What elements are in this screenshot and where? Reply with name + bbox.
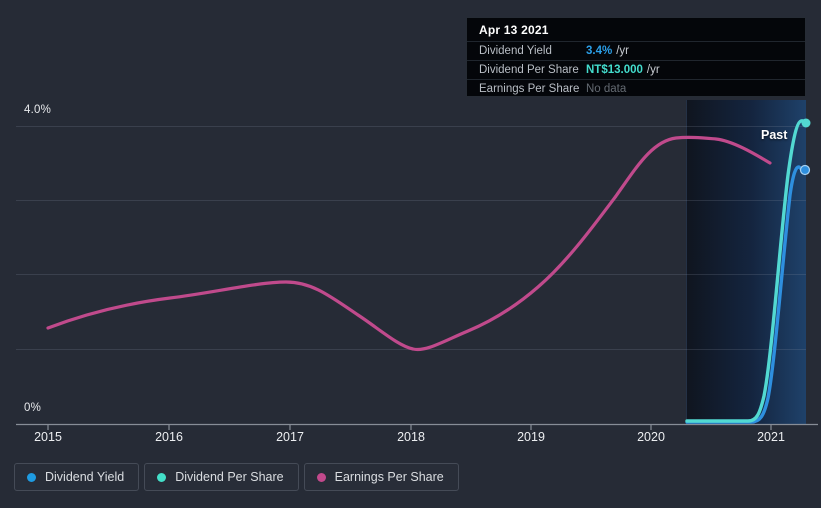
- legend-item-dividend-per-share[interactable]: Dividend Per Share: [144, 463, 299, 491]
- tooltip-unit: /yr: [646, 64, 660, 76]
- y-axis-label-top: 4.0%: [24, 104, 52, 116]
- tooltip-row-earnings-per-share: Earnings Per Share No data: [467, 79, 805, 98]
- x-tick-2017: 2017: [276, 430, 304, 444]
- x-tick-2015: 2015: [34, 430, 62, 444]
- dividend-yield-swatch-icon: [27, 472, 36, 482]
- earnings-per-share-swatch-icon: [316, 472, 326, 482]
- earnings-per-share-line: [46, 135, 772, 352]
- dividend-yield-marker: [799, 164, 811, 176]
- x-tick-2016: 2016: [155, 430, 183, 444]
- y-axis-label-bottom: 0%: [24, 402, 42, 414]
- legend-label: Dividend Yield: [45, 470, 125, 484]
- tooltip-unit: /yr: [616, 45, 629, 57]
- tooltip-label: Dividend Per Share: [479, 64, 579, 76]
- x-tick-2018: 2018: [397, 430, 425, 444]
- x-tick-2019: 2019: [517, 430, 545, 444]
- tooltip-date: Apr 13 2021: [479, 23, 549, 37]
- chart-legend: Dividend Yield Dividend Per Share Earnin…: [14, 463, 459, 491]
- tooltip-label: Dividend Yield: [479, 45, 552, 57]
- past-region-label: Past: [761, 128, 788, 142]
- legend-label: Dividend Per Share: [175, 470, 284, 484]
- tooltip-value: NT$13.000: [586, 64, 643, 76]
- legend-item-earnings-per-share[interactable]: Earnings Per Share: [303, 463, 459, 491]
- x-axis-ticks: [47, 425, 772, 430]
- tooltip-label: Earnings Per Share: [479, 83, 580, 95]
- chart-tooltip: Apr 13 2021 Dividend Yield 3.4% /yr Divi…: [466, 17, 806, 97]
- past-region-band: [686, 100, 806, 425]
- tooltip-value: 3.4%: [586, 45, 613, 57]
- dividend-per-share-swatch-icon: [157, 472, 167, 482]
- x-tick-2020: 2020: [637, 430, 665, 444]
- tooltip-value: No data: [586, 83, 627, 95]
- legend-label: Earnings Per Share: [334, 470, 444, 484]
- gridlines: [16, 126, 806, 350]
- dividend-per-share-marker: [801, 118, 811, 128]
- x-tick-2021: 2021: [757, 430, 785, 444]
- dividend-yield-line: [685, 165, 807, 424]
- tooltip-row-dividend-per-share: Dividend Per Share NT$13.000 /yr: [467, 60, 805, 79]
- dividend-per-share-line: [685, 119, 808, 423]
- tooltip-row-dividend-yield: Dividend Yield 3.4% /yr: [467, 41, 805, 60]
- legend-item-dividend-yield[interactable]: Dividend Yield: [14, 463, 140, 491]
